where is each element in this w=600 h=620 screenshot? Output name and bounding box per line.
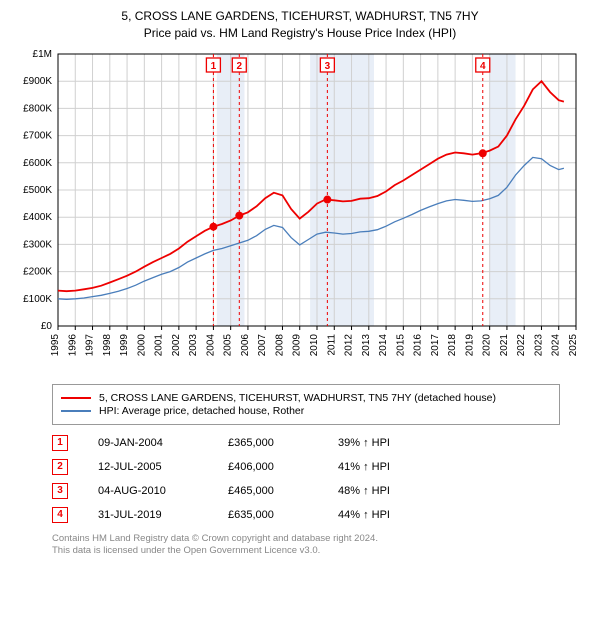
svg-text:2007: 2007	[257, 333, 268, 356]
svg-text:1999: 1999	[119, 333, 130, 356]
svg-text:2010: 2010	[309, 333, 320, 356]
legend-label-hpi: HPI: Average price, detached house, Roth…	[99, 405, 304, 417]
svg-text:2004: 2004	[205, 333, 216, 356]
sale-marker-3: 3	[52, 483, 68, 499]
svg-text:2000: 2000	[136, 333, 147, 356]
svg-text:2021: 2021	[499, 333, 510, 356]
legend-row-property: 5, CROSS LANE GARDENS, TICEHURST, WADHUR…	[61, 392, 551, 404]
legend-swatch-property	[61, 397, 91, 399]
sale-pct: 44% ↑ HPI	[338, 509, 428, 521]
table-row: 1 09-JAN-2004 £365,000 39% ↑ HPI	[52, 431, 560, 455]
svg-text:2013: 2013	[361, 333, 372, 356]
svg-text:£800K: £800K	[23, 103, 52, 114]
svg-text:2023: 2023	[533, 333, 544, 356]
svg-text:£0: £0	[41, 321, 53, 332]
svg-text:2019: 2019	[464, 333, 475, 356]
svg-text:2005: 2005	[223, 333, 234, 356]
chart-svg: £0 £100K £200K £300K £400K £500K £600K £700K £80…	[16, 46, 584, 376]
table-row: 2 12-JUL-2005 £406,000 41% ↑ HPI	[52, 455, 560, 479]
sale-pct: 41% ↑ HPI	[338, 461, 428, 473]
title-line2: Price paid vs. HM Land Registry's House …	[10, 25, 590, 42]
sale-date: 04-AUG-2010	[98, 485, 198, 497]
sale-marker-1: 1	[52, 435, 68, 451]
legend-label-property: 5, CROSS LANE GARDENS, TICEHURST, WADHUR…	[99, 392, 496, 404]
svg-text:2012: 2012	[344, 333, 355, 356]
sale-price: £365,000	[228, 437, 308, 449]
title-line1: 5, CROSS LANE GARDENS, TICEHURST, WADHUR…	[10, 8, 590, 25]
svg-text:2008: 2008	[274, 333, 285, 356]
svg-text:2016: 2016	[413, 333, 424, 356]
legend-row-hpi: HPI: Average price, detached house, Roth…	[61, 405, 551, 417]
svg-text:1996: 1996	[67, 333, 78, 356]
svg-text:2009: 2009	[292, 333, 303, 356]
sale-price: £465,000	[228, 485, 308, 497]
svg-text:£500K: £500K	[23, 185, 52, 196]
footnote: Contains HM Land Registry data © Crown c…	[52, 533, 560, 558]
footnote-line2: This data is licensed under the Open Gov…	[52, 545, 560, 557]
sale-price: £635,000	[228, 509, 308, 521]
sale-date: 12-JUL-2005	[98, 461, 198, 473]
legend-swatch-hpi	[61, 410, 91, 412]
sale-date: 31-JUL-2019	[98, 509, 198, 521]
svg-text:£200K: £200K	[23, 266, 52, 277]
svg-text:£400K: £400K	[23, 212, 52, 223]
svg-text:2018: 2018	[447, 333, 458, 356]
sales-table: 1 09-JAN-2004 £365,000 39% ↑ HPI 2 12-JU…	[52, 431, 560, 527]
svg-text:£1M: £1M	[33, 49, 52, 60]
svg-text:2025: 2025	[568, 333, 579, 356]
svg-text:£100K: £100K	[23, 293, 52, 304]
svg-text:£300K: £300K	[23, 239, 52, 250]
svg-text:2014: 2014	[378, 333, 389, 356]
svg-text:2001: 2001	[154, 333, 165, 356]
svg-text:1: 1	[211, 61, 217, 72]
table-row: 3 04-AUG-2010 £465,000 48% ↑ HPI	[52, 479, 560, 503]
sale-pct: 39% ↑ HPI	[338, 437, 428, 449]
footnote-line1: Contains HM Land Registry data © Crown c…	[52, 533, 560, 545]
sale-price: £406,000	[228, 461, 308, 473]
svg-text:1997: 1997	[85, 333, 96, 356]
svg-text:2003: 2003	[188, 333, 199, 356]
sale-date: 09-JAN-2004	[98, 437, 198, 449]
svg-text:2022: 2022	[516, 333, 527, 356]
svg-text:4: 4	[480, 61, 486, 72]
svg-text:£600K: £600K	[23, 157, 52, 168]
svg-text:2015: 2015	[395, 333, 406, 356]
svg-text:2024: 2024	[551, 333, 562, 356]
legend: 5, CROSS LANE GARDENS, TICEHURST, WADHUR…	[52, 384, 560, 425]
svg-text:3: 3	[325, 61, 331, 72]
sale-marker-2: 2	[52, 459, 68, 475]
price-chart: £0 £100K £200K £300K £400K £500K £600K £700K £80…	[16, 46, 584, 376]
svg-text:2006: 2006	[240, 333, 251, 356]
sale-pct: 48% ↑ HPI	[338, 485, 428, 497]
svg-text:2020: 2020	[482, 333, 493, 356]
svg-text:2017: 2017	[430, 333, 441, 356]
svg-text:£900K: £900K	[23, 76, 52, 87]
svg-text:2: 2	[237, 61, 243, 72]
svg-text:1998: 1998	[102, 333, 113, 356]
table-row: 4 31-JUL-2019 £635,000 44% ↑ HPI	[52, 503, 560, 527]
sale-marker-4: 4	[52, 507, 68, 523]
svg-text:2011: 2011	[326, 333, 337, 355]
svg-text:1995: 1995	[50, 333, 61, 356]
svg-text:2002: 2002	[171, 333, 182, 356]
svg-text:£700K: £700K	[23, 130, 52, 141]
title-block: 5, CROSS LANE GARDENS, TICEHURST, WADHUR…	[10, 8, 590, 42]
page-container: 5, CROSS LANE GARDENS, TICEHURST, WADHUR…	[0, 0, 600, 565]
